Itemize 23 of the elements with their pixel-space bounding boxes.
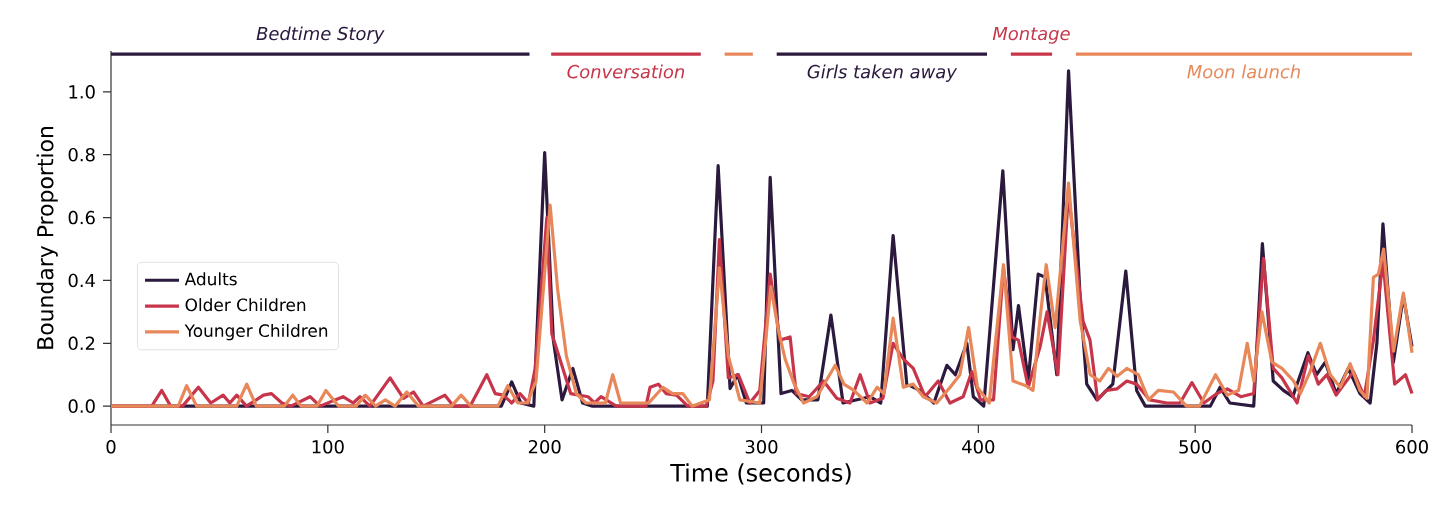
y-tick-label: 0.0 [68,399,95,413]
x-tick-label: 300 [745,440,778,454]
y-tick-label: 0.6 [68,210,95,225]
x-axis-title: Time (seconds) [670,463,851,485]
annotation: Conversation [567,64,685,79]
x-tick-label: 600 [1396,440,1428,454]
x-tick-label: 400 [962,440,995,454]
annotation: Montage [992,26,1070,44]
y-tick-label: 0.4 [68,273,95,288]
annotation: Bedtime Story [256,26,385,44]
x-tick-label: 500 [1179,440,1212,454]
annotation: Girls taken away [807,64,958,82]
legend-label: Older Children [185,298,306,312]
annotation: Moon launch [1187,64,1300,79]
legend-label: Adults [184,272,237,286]
y-tick-label: 0.8 [68,147,95,162]
y-axis-title: Boundary Proportion [36,127,58,349]
x-tick-label: 100 [312,440,344,454]
y-tick-label: 1.0 [69,85,95,99]
x-tick-label: 200 [528,440,561,454]
legend-label: Younger Children [184,323,328,341]
x-tick-label: 0 [106,440,116,454]
y-tick-label: 0.2 [68,336,95,351]
